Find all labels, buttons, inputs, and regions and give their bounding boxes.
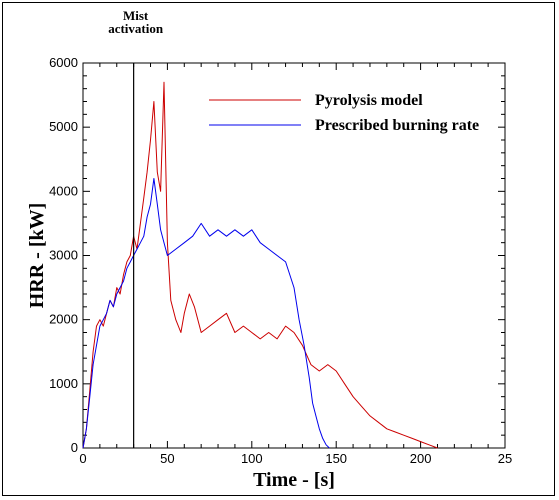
legend-label-prescribed-burning-rate: Prescribed burning rate (315, 117, 479, 134)
legend: Pyrolysis model Prescribed burning rate (209, 92, 479, 134)
y-tick-label: 1000 (49, 376, 78, 391)
x-tick-label: 100 (241, 451, 263, 466)
legend-label-pyrolysis-model: Pyrolysis model (315, 92, 423, 109)
series-line-prescribed-burning-rate (82, 178, 330, 449)
series-line-pyrolysis-model (82, 81, 438, 449)
y-axis-title: HRR - [kW] (26, 203, 48, 309)
y-tick-label: 2000 (49, 312, 78, 327)
x-tick-label: 50 (160, 451, 174, 466)
x-tick-label: 200 (410, 451, 432, 466)
series-layer (82, 81, 438, 449)
y-tick-label: 3000 (49, 248, 78, 263)
x-tick-label: 25 (498, 451, 512, 466)
chart-frame (2, 2, 555, 496)
x-tick-label: 150 (325, 451, 347, 466)
y-tick-label: 0 (71, 440, 78, 455)
mist-activation-label: activation (108, 21, 164, 36)
axes-layer: 0 50 100 150 200 250100020003000400050006000T… (26, 55, 512, 491)
x-tick-label: 0 (79, 451, 86, 466)
y-tick-label: 5000 (49, 119, 78, 134)
y-tick-label: 6000 (49, 55, 78, 70)
x-axis-title: Time - [s] (253, 469, 335, 491)
mist-activation-label: Mist (123, 8, 149, 23)
y-tick-label: 4000 (49, 183, 78, 198)
